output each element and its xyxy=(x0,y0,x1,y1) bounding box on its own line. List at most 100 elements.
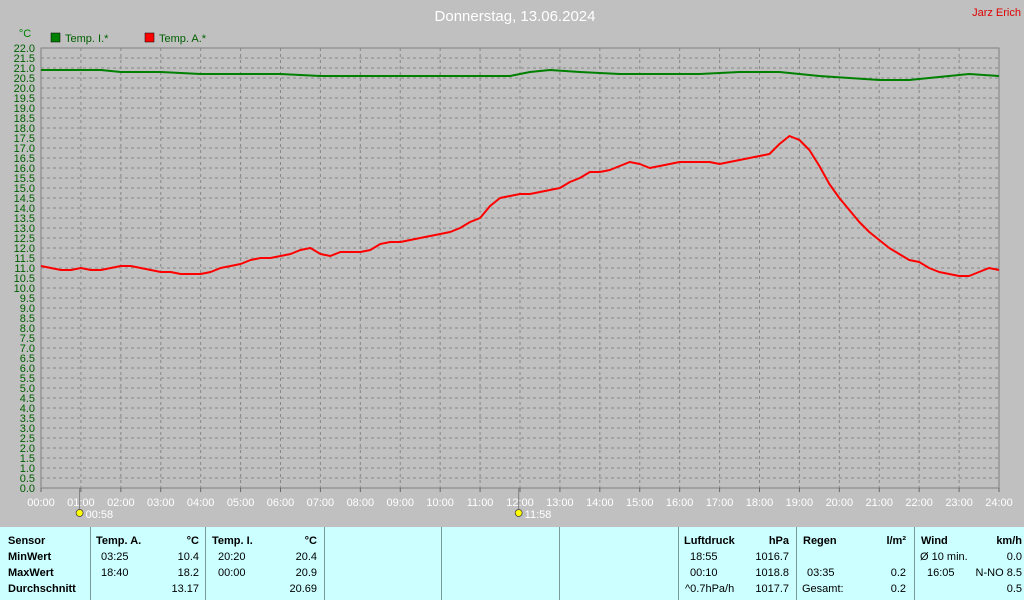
rain-total-label: Gesamt: xyxy=(802,583,844,595)
y-tick-label: 10.5 xyxy=(14,273,35,285)
divider xyxy=(678,527,679,600)
temp-a-min-time: 03:25 xyxy=(101,551,129,563)
wind-max-time: 16:05 xyxy=(927,567,955,579)
y-tick-label: 1.5 xyxy=(20,453,35,465)
y-tick-label: 16.5 xyxy=(14,153,35,165)
row-label-avg: Durchschnitt xyxy=(8,583,76,595)
y-tick-label: 13.0 xyxy=(14,223,35,235)
y-tick-label: 22.0 xyxy=(14,43,35,55)
y-tick-label: 9.5 xyxy=(20,293,35,305)
y-tick-label: 9.0 xyxy=(20,303,35,315)
rain-max-time: 03:35 xyxy=(807,567,835,579)
wind-avg10: 0.0 xyxy=(1006,551,1022,563)
temp-a-avg: 13.17 xyxy=(171,583,199,595)
x-tick-label: 01:00 xyxy=(67,497,95,509)
y-tick-label: 7.0 xyxy=(20,343,35,355)
x-tick-label: 13:00 xyxy=(546,497,574,509)
x-tick-label: 19:00 xyxy=(786,497,814,509)
author-label: Jarz Erich xyxy=(972,7,1021,19)
legend: Temp. I.* Temp. A.* xyxy=(50,32,207,45)
y-tick-label: 20.5 xyxy=(14,73,35,85)
temp-a-max-time: 18:40 xyxy=(101,567,129,579)
sunrise-icon xyxy=(75,509,84,517)
y-tick-label: 21.5 xyxy=(14,53,35,65)
x-tick-label: 11:00 xyxy=(467,497,494,509)
y-tick-label: 0.0 xyxy=(20,483,35,495)
statistics-table: Sensor MinWert MaxWert Durchschnitt Temp… xyxy=(0,527,1024,600)
y-tick-label: 10.0 xyxy=(14,283,35,295)
y-tick-label: 3.0 xyxy=(20,423,35,435)
x-tick-label: 22:00 xyxy=(905,497,933,509)
pressure-min-time: 18:55 xyxy=(690,551,718,563)
x-tick-label: 09:00 xyxy=(386,497,414,509)
grid xyxy=(41,48,999,488)
x-tick-label: 17:00 xyxy=(706,497,734,509)
sensor-header: Sensor xyxy=(8,535,46,547)
y-tick-label: 3.5 xyxy=(20,413,35,425)
wind-unit: km/h xyxy=(996,535,1022,547)
y-tick-label: 2.5 xyxy=(20,433,35,445)
sun-markers: 00:58 11:58 xyxy=(75,488,551,521)
row-label-min: MinWert xyxy=(8,551,52,563)
wind-avg10-label: Ø 10 min. xyxy=(920,551,968,563)
temp-a-header: Temp. A. xyxy=(96,535,142,547)
legend-swatch-inside xyxy=(50,32,61,43)
y-tick-label: 17.5 xyxy=(14,133,35,145)
series-line-temp-inside xyxy=(41,69,1000,81)
x-tick-label: 20:00 xyxy=(826,497,854,509)
rain-header: Regen xyxy=(803,535,837,547)
x-tick-label: 24:00 xyxy=(985,497,1013,509)
divider xyxy=(205,527,206,600)
temp-i-min: 20.4 xyxy=(295,551,317,563)
pressure-max-time: 00:10 xyxy=(690,567,718,579)
x-tick-label: 18:00 xyxy=(746,497,774,509)
y-tick-label: 11.0 xyxy=(14,263,35,275)
y-tick-label: 4.5 xyxy=(20,393,35,405)
x-tick-label: 10:00 xyxy=(426,497,454,509)
legend-label-outside: Temp. A.* xyxy=(159,33,207,45)
y-tick-label: 5.5 xyxy=(20,373,35,385)
wind-avg: 0.5 xyxy=(1006,583,1022,595)
y-tick-label: 15.0 xyxy=(14,183,35,195)
x-tick-label: 04:00 xyxy=(187,497,215,509)
pressure-min: 1016.7 xyxy=(755,551,789,563)
wind-header: Wind xyxy=(921,535,948,547)
y-tick-label: 11.5 xyxy=(14,253,35,265)
y-tick-label: 0.5 xyxy=(20,473,35,485)
y-tick-label: 6.5 xyxy=(20,353,35,365)
wind-max: N-NO 8.5 xyxy=(975,567,1022,579)
y-tick-label: 16.0 xyxy=(14,163,35,175)
y-tick-label: 17.0 xyxy=(14,143,35,155)
temp-i-max: 20.9 xyxy=(295,567,317,579)
sun-icon xyxy=(514,509,523,517)
x-tick-label: 05:00 xyxy=(227,497,255,509)
y-tick-label: 8.0 xyxy=(20,323,35,335)
x-tick-label: 07:00 xyxy=(307,497,335,509)
y-tick-label: 7.5 xyxy=(20,333,35,345)
pressure-unit: hPa xyxy=(768,535,789,547)
pressure-trend: ^0.7hPa/h xyxy=(685,583,735,595)
rain-total: 0.2 xyxy=(890,583,906,595)
y-tick-label: 8.5 xyxy=(20,313,35,325)
y-tick-label: 12.5 xyxy=(14,233,35,245)
temp-i-min-time: 20:20 xyxy=(218,551,246,563)
y-tick-label: 5.0 xyxy=(20,383,35,395)
x-tick-label: 08:00 xyxy=(347,497,375,509)
temp-a-unit: °C xyxy=(186,535,199,547)
divider xyxy=(324,527,325,600)
legend-label-inside: Temp. I.* xyxy=(65,33,109,45)
x-tick-label: 03:00 xyxy=(147,497,175,509)
temp-i-header: Temp. I. xyxy=(212,535,253,547)
y-tick-label: 20.0 xyxy=(14,83,35,95)
y-tick-label: 13.5 xyxy=(14,213,35,225)
y-unit-label: °C xyxy=(19,28,31,40)
y-tick-label: 14.5 xyxy=(14,193,35,205)
y-axis-ticks: 0.00.51.01.52.02.53.03.54.04.55.05.56.06… xyxy=(14,43,35,495)
series-lines xyxy=(40,69,1000,277)
x-axis-ticks: 00:00 01:00 02:00 03:00 04:00 05:00 06:00 07:00… xyxy=(27,488,1013,509)
temp-a-max: 18.2 xyxy=(177,567,199,579)
x-tick-label: 06:00 xyxy=(267,497,295,509)
x-tick-label: 00:00 xyxy=(27,497,55,509)
y-tick-label: 19.0 xyxy=(14,103,35,115)
y-tick-label: 1.0 xyxy=(20,463,35,475)
